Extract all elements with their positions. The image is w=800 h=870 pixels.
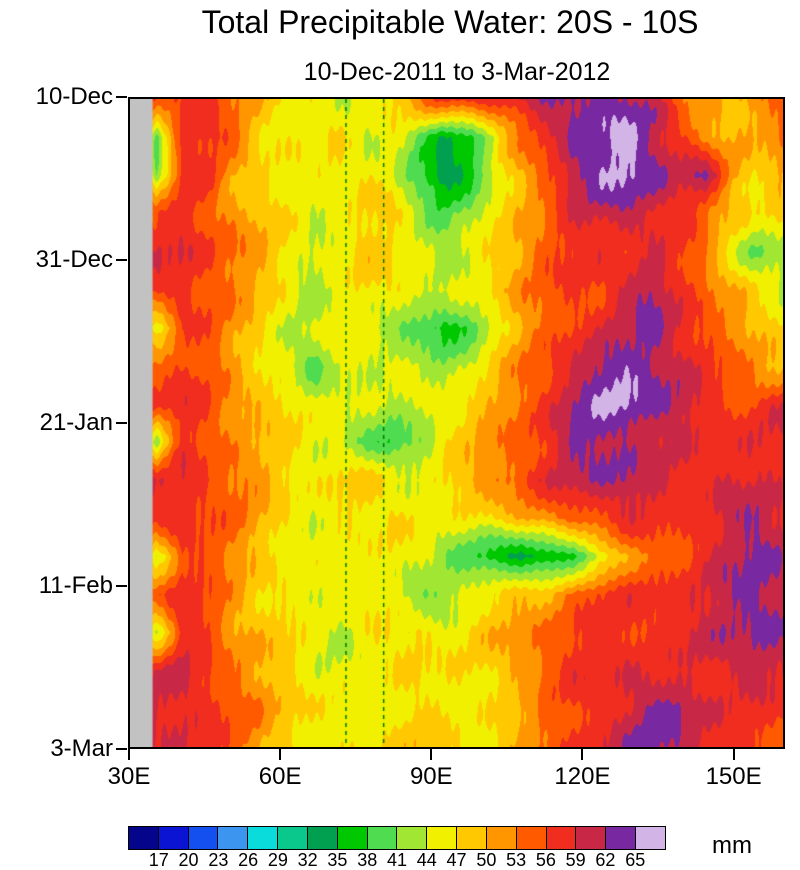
colorbar-number: 59 bbox=[565, 850, 586, 870]
x-tick-mark bbox=[279, 749, 282, 760]
colorbar-number: 20 bbox=[178, 850, 199, 870]
x-tick-mark bbox=[430, 749, 433, 760]
colorbar-cell bbox=[486, 827, 517, 849]
colorbar-number: 56 bbox=[535, 850, 556, 870]
colorbar-number: 26 bbox=[238, 850, 259, 870]
colorbar-number: 47 bbox=[446, 850, 467, 870]
colorbar-cell bbox=[188, 827, 219, 849]
colorbar-cell bbox=[606, 827, 637, 849]
x-tick-label: 30E bbox=[107, 763, 151, 790]
colorbar-cell bbox=[248, 827, 279, 849]
colorbar-cell bbox=[576, 827, 607, 849]
y-tick-label: 31-Dec bbox=[35, 246, 113, 273]
colorbar-number: 65 bbox=[625, 850, 646, 870]
colorbar-cell bbox=[367, 827, 398, 849]
x-tick-label: 120E bbox=[554, 763, 611, 790]
y-tick-label: 10-Dec bbox=[35, 83, 113, 110]
colorbar-cell bbox=[158, 827, 189, 849]
y-tick-label: 21-Jan bbox=[39, 409, 113, 436]
y-tick-mark bbox=[116, 748, 127, 750]
colorbar-number: 38 bbox=[357, 850, 378, 870]
y-tick-mark bbox=[116, 585, 127, 587]
y-tick-mark bbox=[116, 259, 127, 261]
colorbar-cell bbox=[397, 827, 428, 849]
colorbar-number: 32 bbox=[297, 850, 318, 870]
colorbar-number: 23 bbox=[208, 850, 229, 870]
colorbar-cell bbox=[427, 827, 458, 849]
y-tick-mark bbox=[116, 96, 127, 98]
colorbar-number: 53 bbox=[506, 850, 527, 870]
colorbar-cell bbox=[278, 827, 308, 849]
colorbar-cell bbox=[516, 827, 547, 849]
y-tick-label: 11-Feb bbox=[38, 572, 113, 599]
x-tick-label: 150E bbox=[705, 763, 762, 790]
colorbar-cell bbox=[546, 827, 577, 849]
colorbar-number: 62 bbox=[595, 850, 616, 870]
x-tick-mark bbox=[128, 749, 130, 760]
colorbar-unit-label: mm bbox=[712, 832, 752, 859]
colorbar-number: 35 bbox=[327, 850, 348, 870]
chart-title: Total Precipitable Water: 20S - 10S bbox=[201, 4, 699, 40]
colorbar-number: 17 bbox=[148, 850, 169, 870]
y-tick-mark bbox=[116, 422, 127, 424]
colorbar-cell bbox=[218, 827, 249, 849]
colorbar-number: 44 bbox=[416, 850, 437, 870]
heatmap-canvas bbox=[130, 99, 783, 747]
plot-frame bbox=[128, 97, 785, 749]
colorbar-cell bbox=[129, 827, 159, 849]
chart-subtitle: 10-Dec-2011 to 3-Mar-2012 bbox=[303, 58, 611, 86]
x-tick-mark bbox=[732, 749, 735, 760]
colorbar-number: 29 bbox=[267, 850, 288, 870]
x-tick-mark bbox=[581, 749, 584, 760]
colorbar-cell bbox=[457, 827, 487, 849]
colorbar-cell bbox=[636, 827, 665, 849]
x-tick-label: 60E bbox=[258, 763, 302, 790]
colorbar-cell bbox=[337, 827, 368, 849]
colorbar-number: 50 bbox=[476, 850, 497, 870]
colorbar bbox=[128, 826, 666, 850]
y-tick-label: 3-Mar bbox=[50, 735, 113, 762]
colorbar-cell bbox=[307, 827, 338, 849]
colorbar-number: 41 bbox=[386, 850, 408, 870]
x-tick-label: 90E bbox=[409, 763, 453, 790]
